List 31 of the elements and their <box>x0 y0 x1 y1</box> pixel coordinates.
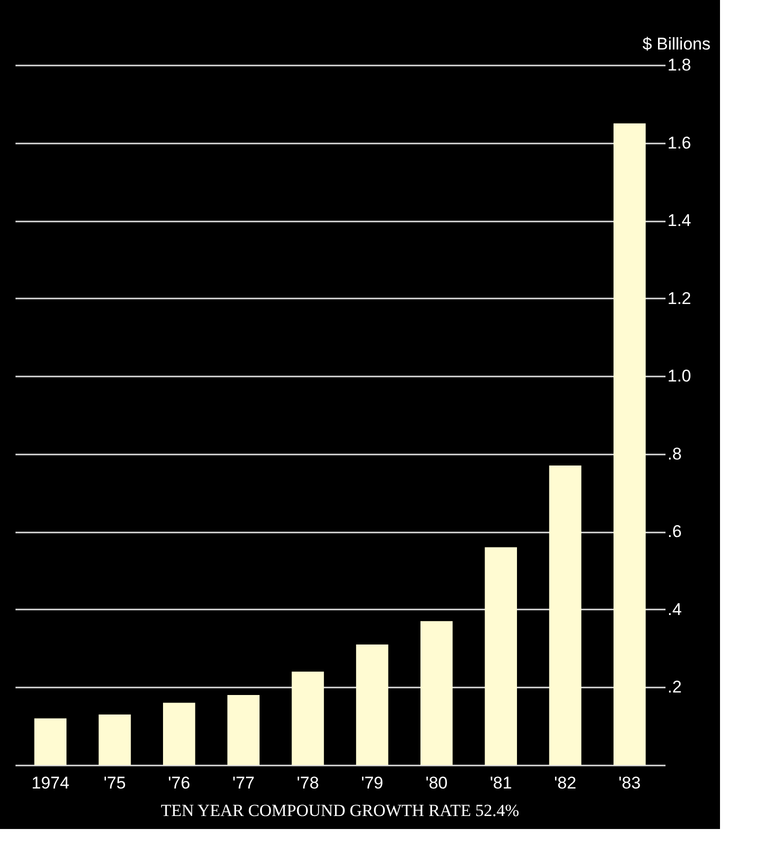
y-tick-label: .2 <box>668 678 682 697</box>
text: TEN YEAR COMPOUND GROWTH RATE 52.4% <box>160 801 520 820</box>
x-tick-label: 1974 <box>31 774 70 792</box>
y-tick-label: 1.0 <box>668 366 692 386</box>
bar <box>227 695 260 765</box>
y-tick-label: 1.6 <box>668 133 692 152</box>
y-tick-label: .8 <box>668 444 682 464</box>
y-tick-label: .4 <box>668 600 682 619</box>
y-tick-label: .6 <box>668 522 682 542</box>
bar <box>420 621 453 765</box>
x-tick-label: '81 <box>490 774 512 792</box>
x-tick-label: '78 <box>296 774 319 792</box>
bar <box>98 714 131 765</box>
bar <box>163 702 196 765</box>
y-tick-label: 1.4 <box>668 211 692 230</box>
bar <box>484 547 517 765</box>
y-tick-label: 1.8 <box>668 56 692 74</box>
bar <box>292 672 324 765</box>
bar <box>614 123 646 765</box>
bar <box>356 644 388 765</box>
y-axis-title: $ Billions <box>642 34 710 54</box>
x-tick-label: '77 <box>232 774 255 792</box>
bar <box>34 718 66 765</box>
x-tick-label: '82 <box>554 774 576 792</box>
x-tick-label: '75 <box>104 774 126 792</box>
y-tick-label: 1.2 <box>668 288 692 308</box>
x-tick-label: '79 <box>361 774 384 792</box>
x-tick-label: '80 <box>425 774 448 792</box>
x-tick-label: '83 <box>618 774 641 792</box>
bar <box>549 466 582 765</box>
x-tick-label: '76 <box>168 774 190 792</box>
